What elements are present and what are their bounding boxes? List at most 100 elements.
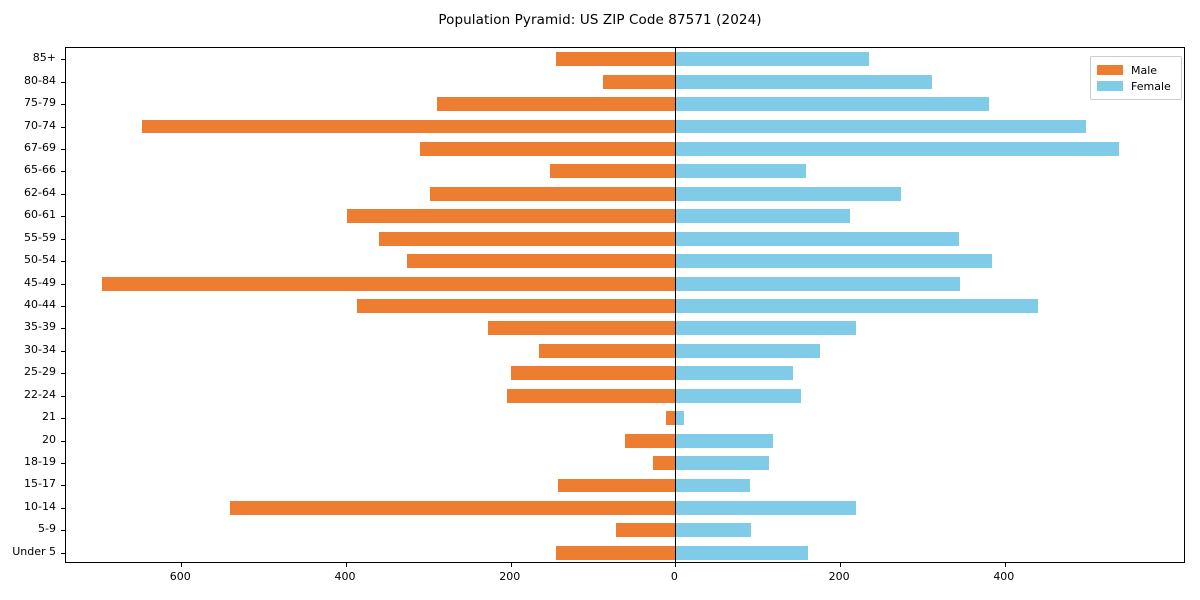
bar-male[interactable] (436, 97, 676, 112)
y-axis-tick-label: 50-54 (24, 253, 56, 267)
y-axis-labels: 85+ 80-84 75-79 70-74 67-69 65-66 62-64 60-61 55… (0, 47, 1200, 563)
bar-male[interactable] (420, 142, 676, 156)
y-axis-tick-label: 55-59 (24, 230, 56, 244)
y-axis-tick-label: 25-29 (24, 365, 56, 379)
bar-male[interactable] (550, 164, 676, 179)
bar-female[interactable] (675, 366, 794, 381)
y-axis-tick (61, 216, 66, 218)
x-axis-tick-label: 400 (334, 570, 356, 583)
y-axis-tick (61, 552, 66, 554)
bar-female[interactable] (675, 142, 1120, 156)
y-axis-tick (61, 328, 66, 330)
y-axis-tick (61, 395, 66, 397)
bar-female[interactable] (675, 119, 1086, 134)
bar-female[interactable] (675, 52, 869, 67)
bar-female[interactable] (675, 209, 850, 224)
y-axis-tick-label: 15-17 (24, 477, 56, 491)
bar-female[interactable] (675, 97, 990, 112)
y-axis-tick (61, 306, 66, 307)
legend-label: Female (1131, 79, 1171, 93)
y-axis-tick (61, 148, 66, 150)
bar-female[interactable] (675, 254, 993, 269)
y-axis-tick (61, 485, 66, 487)
bar-female[interactable] (675, 456, 770, 470)
bar-female[interactable] (675, 186, 902, 201)
bar-male[interactable] (229, 500, 676, 515)
bar-female[interactable] (675, 523, 752, 538)
x-axis-tick-label: 200 (499, 570, 521, 583)
bar-male[interactable] (378, 231, 676, 246)
bar-male[interactable] (510, 366, 676, 381)
y-axis-tick (61, 126, 66, 128)
chart-title: Population Pyramid: US ZIP Code 87571 (2… (438, 12, 762, 28)
bar-male[interactable] (102, 276, 676, 291)
bars-layer (66, 48, 1184, 562)
bar-male[interactable] (556, 52, 676, 67)
bar-male[interactable] (602, 74, 676, 89)
bar-male[interactable] (488, 321, 676, 336)
bar-female[interactable] (675, 164, 807, 179)
bar-male[interactable] (141, 119, 676, 134)
legend-entry[interactable]: Female (1097, 78, 1175, 94)
y-axis-tick (61, 283, 66, 285)
bar-male[interactable] (356, 299, 676, 313)
pyramid-row (66, 74, 1184, 89)
pyramid-row (66, 433, 1184, 448)
bar-male[interactable] (430, 186, 676, 201)
y-axis-tick (61, 193, 66, 195)
y-axis-tick-label: 65-66 (24, 163, 56, 177)
pyramid-row (66, 321, 1184, 336)
bar-female[interactable] (675, 500, 856, 515)
bar-female[interactable] (675, 74, 933, 89)
pyramid-row (66, 366, 1184, 381)
bar-male[interactable] (616, 523, 676, 538)
bar-female[interactable] (675, 343, 821, 358)
y-axis-tick (61, 373, 66, 375)
pyramid-row (66, 388, 1184, 403)
plot-area (61, 47, 1185, 567)
bar-female[interactable] (675, 388, 802, 403)
y-axis-tick (61, 463, 66, 465)
y-axis-tick-label: Under 5 (12, 544, 56, 558)
bar-female[interactable] (675, 231, 959, 246)
bar-male[interactable] (556, 545, 676, 560)
bar-female[interactable] (675, 411, 685, 426)
bar-male[interactable] (558, 478, 676, 493)
bar-female[interactable] (675, 545, 808, 560)
y-axis-tick-label: 60-61 (24, 208, 56, 222)
bar-male[interactable] (538, 343, 676, 358)
y-axis-tick (61, 350, 66, 352)
bar-male[interactable] (653, 456, 676, 470)
bar-female[interactable] (675, 299, 1038, 313)
x-axis-tick (1004, 562, 1006, 567)
pyramid-row (66, 545, 1184, 560)
bar-female[interactable] (675, 321, 856, 336)
y-axis-tick-label: 70-74 (24, 118, 56, 132)
bar-female[interactable] (675, 276, 960, 291)
y-axis-tick-label: 5-9 (38, 522, 56, 536)
y-axis-tick-label: 22-24 (24, 387, 56, 401)
pyramid-row (66, 52, 1184, 67)
legend-label: Male (1131, 63, 1158, 77)
y-axis-tick-label: 30-34 (24, 342, 56, 356)
bar-male[interactable] (506, 388, 676, 403)
bar-male[interactable] (346, 209, 676, 224)
bar-male[interactable] (625, 433, 676, 448)
x-axis-tick-label: 200 (828, 570, 850, 583)
bar-male[interactable] (666, 411, 676, 426)
y-axis-tick (61, 238, 66, 240)
bar-female[interactable] (675, 433, 773, 448)
x-axis-tick (181, 562, 183, 567)
y-axis-tick (61, 81, 66, 83)
pyramid-row (66, 478, 1184, 493)
y-axis-tick-label: 80-84 (24, 73, 56, 87)
bar-male[interactable] (406, 254, 676, 269)
x-axis-tick-label: 600 (169, 570, 191, 583)
y-axis-tick-label: 21 (42, 410, 56, 424)
zero-axis-line (674, 48, 676, 562)
y-axis-tick-label: 10-14 (24, 499, 56, 513)
pyramid-row (66, 119, 1184, 134)
bar-female[interactable] (675, 478, 750, 493)
chart-legend: Male Female (1090, 56, 1182, 100)
legend-entry[interactable]: Male (1097, 62, 1175, 78)
